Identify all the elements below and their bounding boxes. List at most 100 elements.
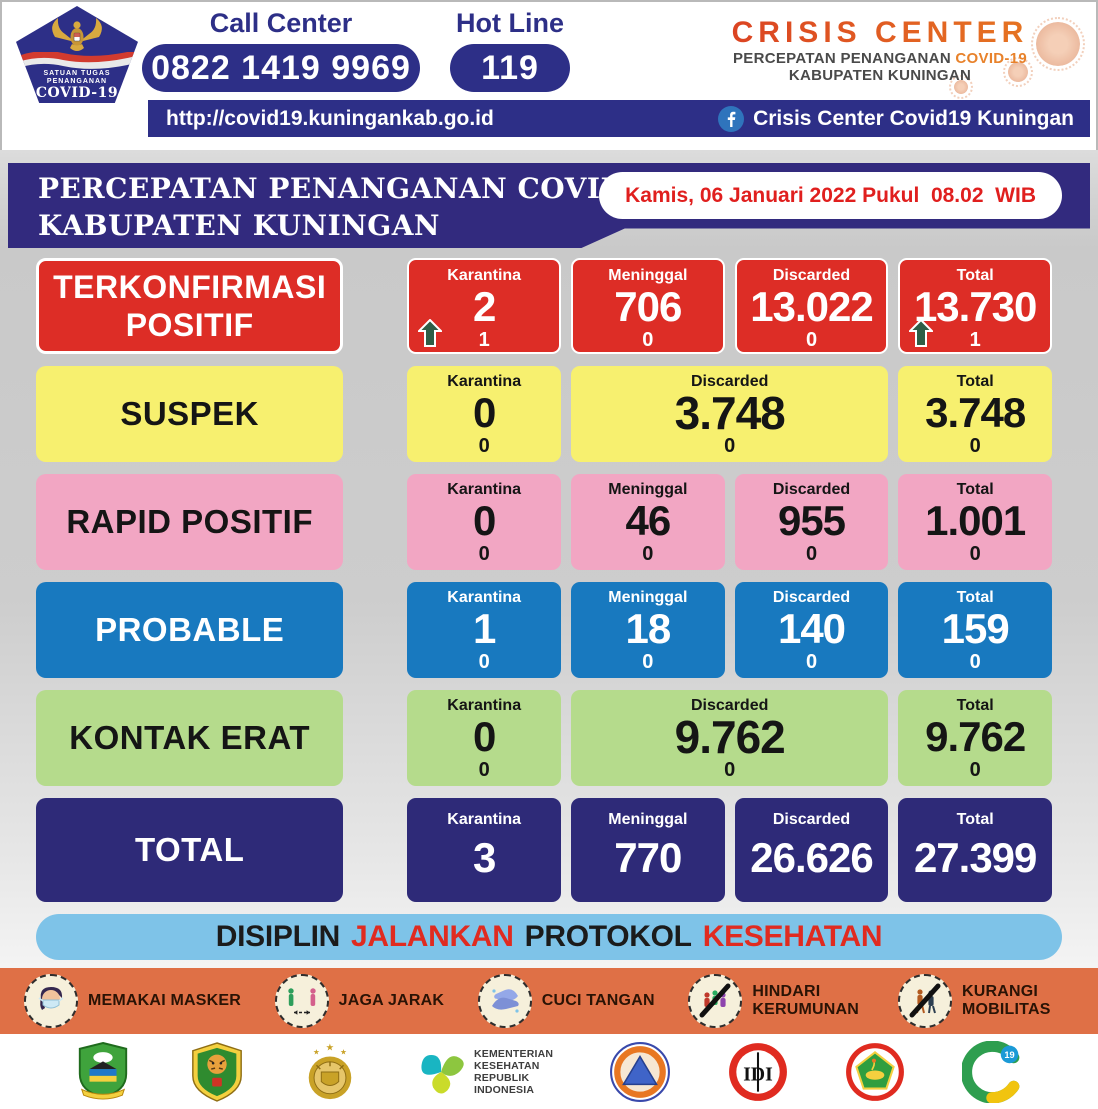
idi-logo: IDI xyxy=(728,1042,787,1101)
virus-doodle-icon xyxy=(949,75,973,99)
stat-card-meninggal: Meninggal 46 0 xyxy=(571,474,725,570)
svg-text:★: ★ xyxy=(326,1042,335,1053)
covid19-indonesia-logo: 19 xyxy=(962,1040,1020,1103)
card-title: Discarded xyxy=(691,697,769,714)
stat-card-discarded: Discarded 13.022 0 xyxy=(734,258,889,354)
card-value: 159 xyxy=(941,605,1010,652)
stats-row-kontak-erat: KONTAK ERAT Karantina 0 0 Discarded 9.76… xyxy=(36,690,1062,786)
stats-row-probable: PROBABLE Karantina 1 0 Meninggal 18 0 Di… xyxy=(36,582,1062,678)
kuningan-regency-crest-logo xyxy=(78,1041,127,1100)
mask-icon xyxy=(24,974,78,1028)
card-delta: 0 xyxy=(642,543,654,565)
row-label: KONTAK ERAT xyxy=(36,690,344,786)
title-banner: PERCEPATAN PENANGANAN COVID-19 KABUPATEN… xyxy=(8,163,1090,248)
card-delta: 0 xyxy=(969,759,981,781)
card-title: Karantina xyxy=(447,267,522,284)
card-value: 18 xyxy=(625,605,671,652)
row-label: TOTAL xyxy=(36,798,344,902)
slogan-seg2: JALANKAN xyxy=(351,920,514,953)
website-url[interactable]: http://covid19.kuningankab.go.id xyxy=(166,106,494,130)
card-delta: 0 xyxy=(478,435,490,457)
protocol-kurangi-mobilitas: KURANGI MOBILITAS xyxy=(897,974,1074,1028)
reduce-mobility-icon xyxy=(897,974,952,1028)
card-delta: 1 xyxy=(969,329,981,351)
card-value: 26.626 xyxy=(750,834,873,881)
stat-card-karantina: Karantina 0 0 xyxy=(407,366,562,462)
card-delta: 0 xyxy=(969,651,981,673)
card-delta: 0 xyxy=(478,651,490,673)
card-delta: 0 xyxy=(724,435,736,457)
card-title: Discarded xyxy=(772,481,851,498)
bnpb-logo xyxy=(609,1041,670,1102)
kemenkes-line3: REPUBLIK xyxy=(474,1071,530,1084)
card-value: 0 xyxy=(473,713,496,760)
card-delta: 0 xyxy=(642,651,654,673)
protocol-label: MEMAKAI MASKER xyxy=(88,992,242,1009)
card-delta: 1 xyxy=(478,329,490,351)
protocol-label: KURANGI MOBILITAS xyxy=(961,983,1051,1018)
protocol-jaga-jarak: JAGA JARAK xyxy=(274,974,445,1028)
card-title: Discarded xyxy=(691,373,769,390)
card-value: 13.022 xyxy=(750,283,873,330)
row-label: RAPID POSITIF xyxy=(36,474,344,570)
facebook-link[interactable]: Crisis Center Covid19 Kuningan xyxy=(718,105,1074,132)
crisis-center-title: CRISIS CENTER xyxy=(670,16,1090,50)
card-value: 2 xyxy=(472,283,496,330)
call-center-number: 0822 1419 9969 xyxy=(142,44,420,92)
stat-card-total: Total 1.001 0 xyxy=(898,474,1053,570)
badge-line1: SATUAN TUGAS xyxy=(43,70,111,77)
siliwangi-military-logo xyxy=(191,1041,242,1102)
stat-card-karantina: Karantina 1 0 xyxy=(407,582,561,678)
crisis-sub-main: PERCEPATAN PENANGANAN xyxy=(732,50,951,67)
stat-card-karantina: Karantina 3 xyxy=(407,798,561,902)
card-title: Meninggal xyxy=(608,589,688,606)
stat-card-discarded: Discarded 9.762 0 xyxy=(571,690,889,786)
card-value: 13.730 xyxy=(913,283,1037,330)
stat-card-total: Total 9.762 0 xyxy=(898,690,1053,786)
card-value: 27.399 xyxy=(913,834,1037,881)
kemenkes-logo xyxy=(421,1054,464,1094)
card-title: Discarded xyxy=(772,267,851,284)
up-arrow-icon xyxy=(418,319,443,347)
card-title: Total xyxy=(956,811,994,828)
polri-logo: ★ ★ ★ xyxy=(308,1042,352,1099)
badge-line2: PENANGANAN xyxy=(46,78,108,85)
page-title: PERCEPATAN PENANGANAN COVID-19 KABUPATEN… xyxy=(38,170,678,244)
facebook-icon xyxy=(718,105,745,132)
card-value: 955 xyxy=(777,497,846,544)
card-delta: 0 xyxy=(805,543,818,565)
card-value: 140 xyxy=(777,605,846,652)
card-delta: 0 xyxy=(642,329,654,351)
stat-card-total: Total 13.730 1 xyxy=(898,258,1053,354)
protocol-memakai-masker: MEMAKAI MASKER xyxy=(24,974,241,1028)
stats-row-suspek: SUSPEK Karantina 0 0 Discarded 3.748 0 T… xyxy=(36,366,1062,462)
no-crowd-icon xyxy=(688,974,743,1028)
row-label: TERKONFIRMASI POSITIF xyxy=(36,258,344,354)
facebook-label: Crisis Center Covid19 Kuningan xyxy=(753,106,1074,130)
slogan-seg3: PROTOKOL xyxy=(524,920,692,953)
card-value: 9.762 xyxy=(925,713,1026,760)
card-title: Meninggal xyxy=(608,267,688,284)
svg-text:★: ★ xyxy=(340,1047,347,1056)
crisis-center-subtitle: PERCEPATAN PENANGANAN COVID-19 KABUPATEN… xyxy=(670,50,1090,84)
footer-logos: ★ ★ ★ KEMENTERIAN KESEHATAN REPUBLIK IND… xyxy=(0,1034,1098,1109)
card-value: 0 xyxy=(473,389,496,436)
stat-card-meninggal: Meninggal 770 xyxy=(571,798,725,902)
card-title: Total xyxy=(956,589,994,606)
protocol-label: JAGA JARAK xyxy=(338,992,445,1009)
kemenkes-line1: KEMENTERIAN xyxy=(474,1047,554,1060)
stats-row-rapid-positif: RAPID POSITIF Karantina 0 0 Meninggal 46… xyxy=(36,474,1062,570)
stats-row-terkonfirmasi-positif: TERKONFIRMASI POSITIF Karantina 2 1 Meni… xyxy=(36,258,1062,354)
card-title: Meninggal xyxy=(608,481,688,498)
row-label: SUSPEK xyxy=(36,366,344,462)
svg-text:IDI: IDI xyxy=(743,1064,772,1085)
garuda-icon xyxy=(52,18,102,51)
card-title: Total xyxy=(956,267,994,284)
health-protocols-bar: MEMAKAI MASKER JAGA JARAK C xyxy=(0,968,1098,1034)
stats-row-total: TOTAL Karantina 3 Meninggal 770 Discarde… xyxy=(36,798,1062,902)
card-title: Total xyxy=(956,481,994,498)
stat-card-total: Total 3.748 0 xyxy=(898,366,1053,462)
up-arrow-icon xyxy=(909,319,934,347)
svg-text:★: ★ xyxy=(313,1047,320,1056)
